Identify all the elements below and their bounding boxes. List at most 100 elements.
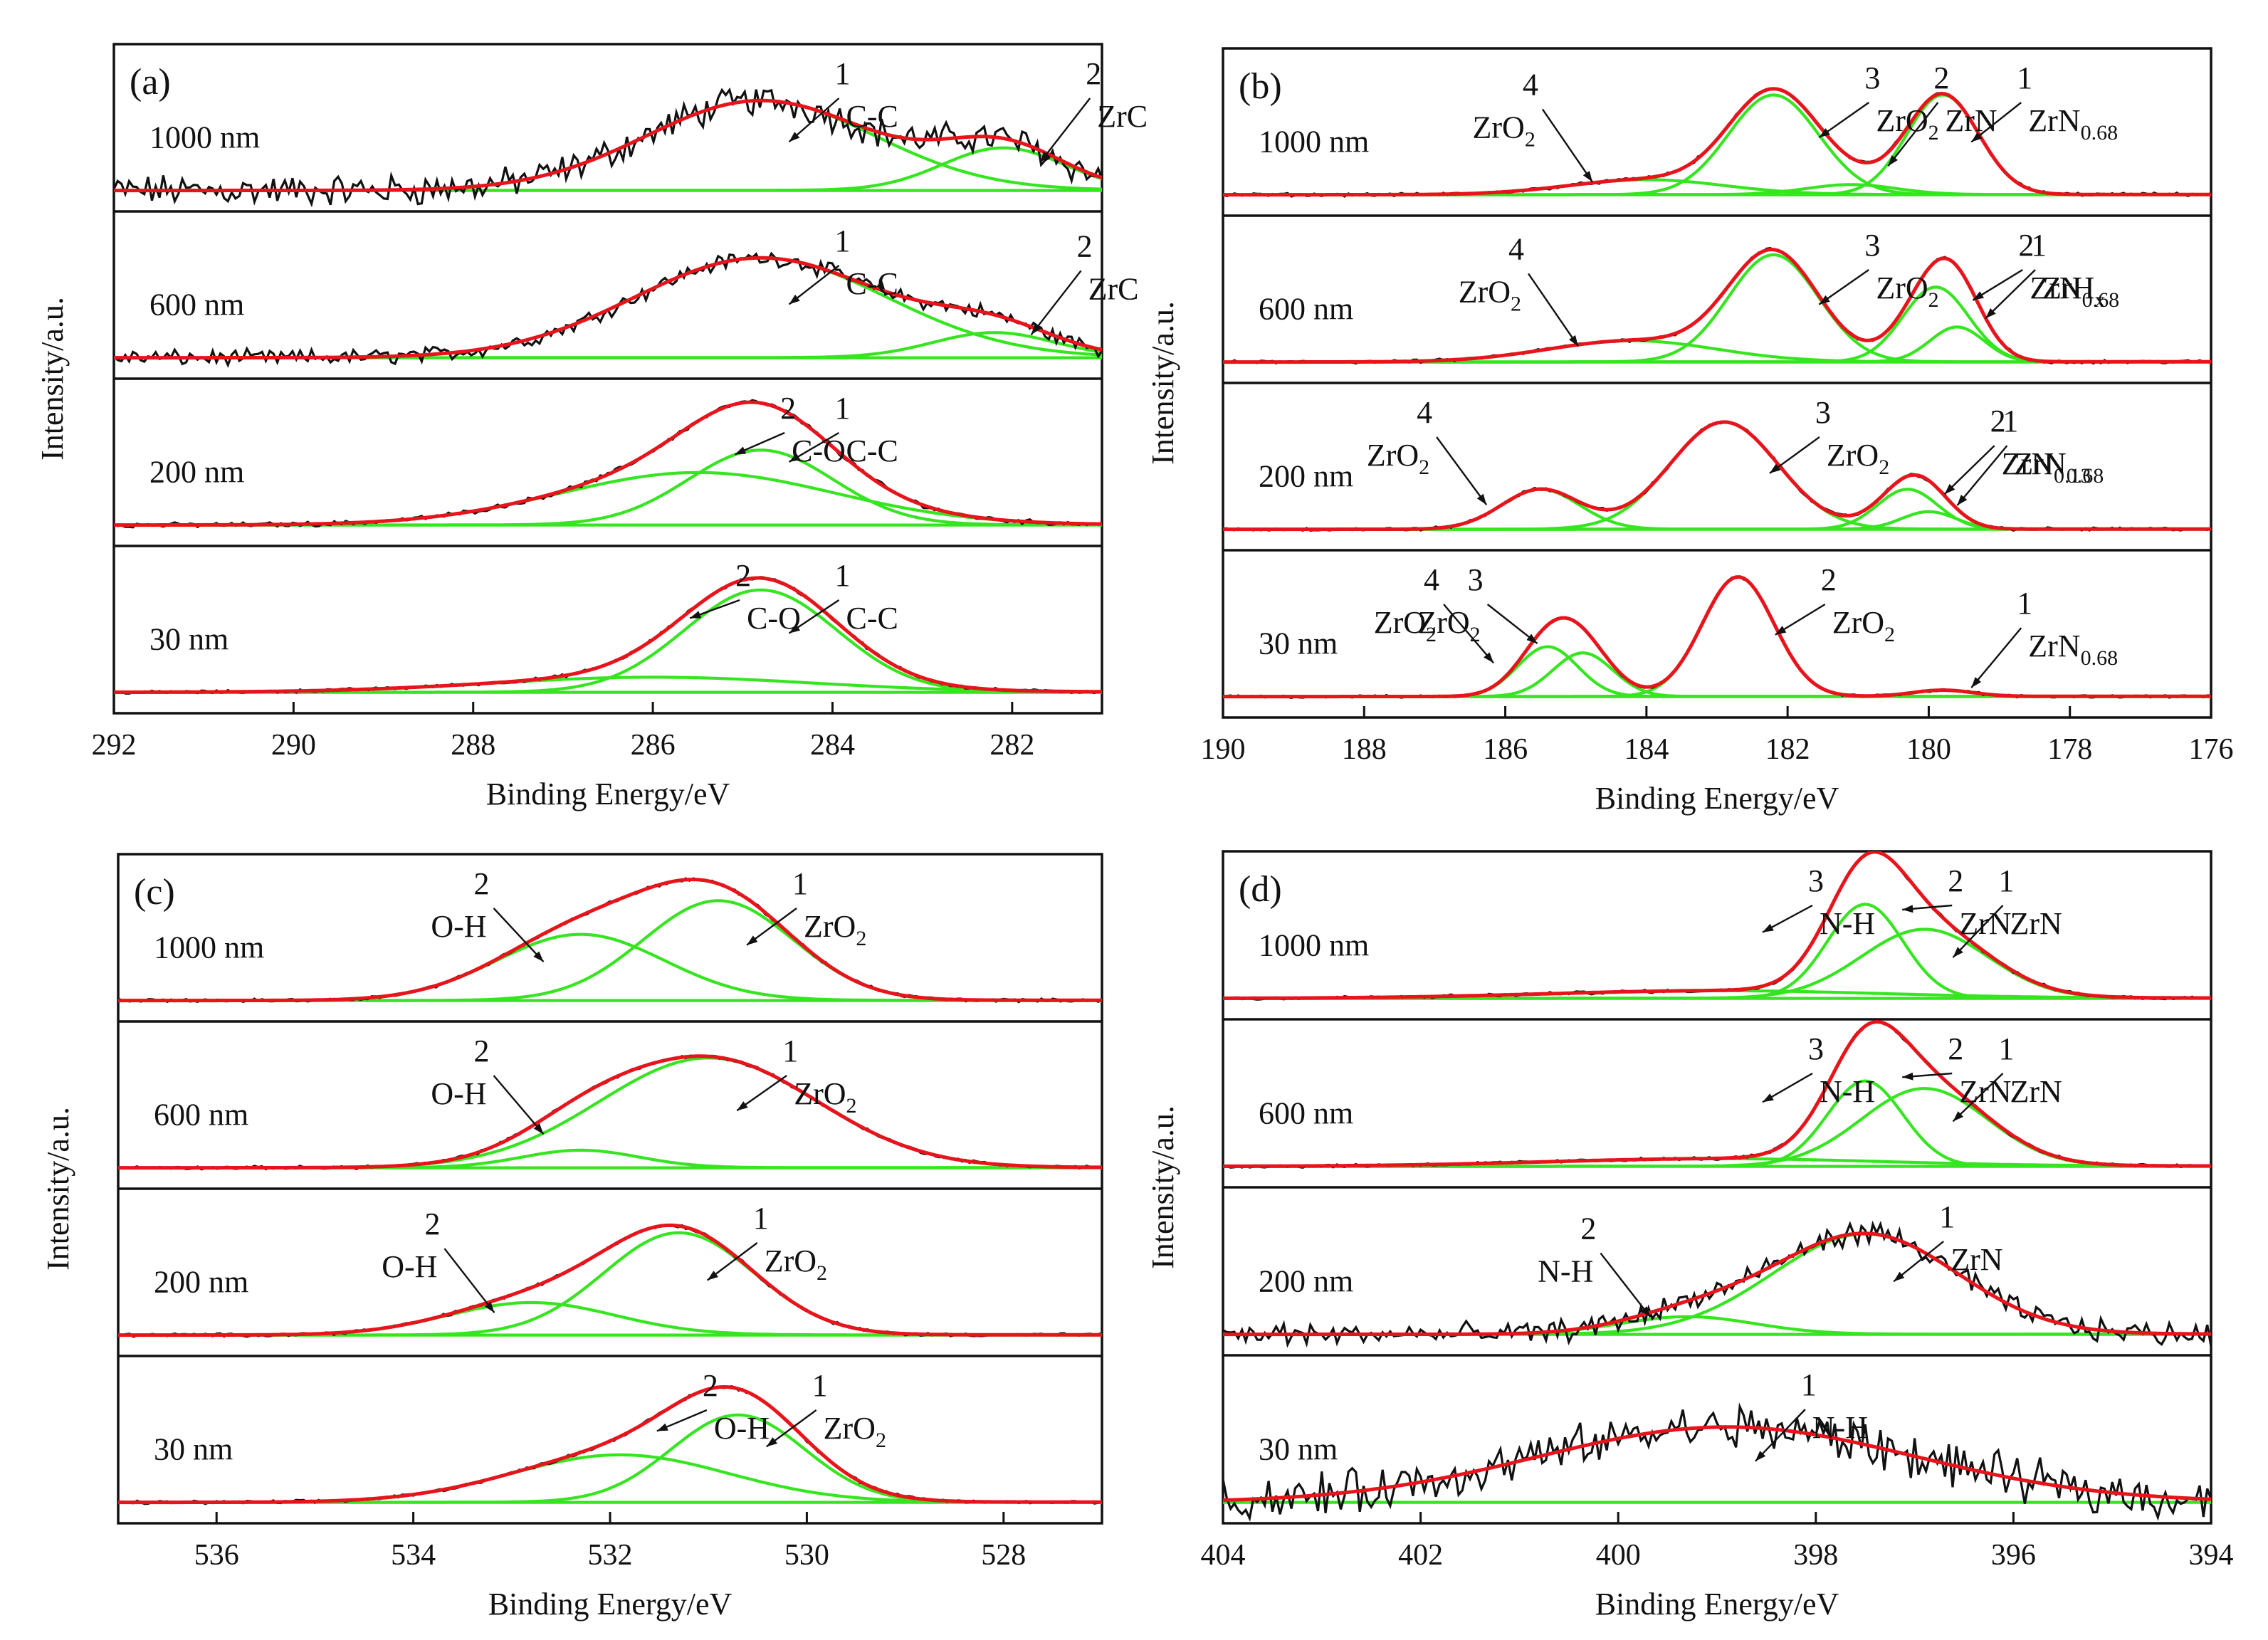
subplot-200nm: 200 nm 1 ZrO2 2 O-H bbox=[118, 1187, 1102, 1338]
peak-annotation-1: 1 C-C bbox=[788, 224, 898, 305]
peak-name: C-O bbox=[792, 433, 846, 468]
raw-spectrum bbox=[1223, 1402, 2211, 1523]
peak-index: 4 bbox=[1523, 67, 1538, 102]
peak-annotation-2: 2 ZrC bbox=[1030, 228, 1139, 336]
subplot-1000nm: 1000 nm 1 ZrN 2 ZrN 3 N-H bbox=[1223, 851, 2211, 1001]
component-peak-4 bbox=[1223, 488, 2211, 531]
fitted-envelope bbox=[1223, 1425, 2211, 1503]
peak-index: 2 bbox=[1948, 863, 1963, 898]
peak-name: ZrN bbox=[1951, 1242, 2002, 1277]
peak-annotation-2: 2 ZrO2 bbox=[1775, 562, 1895, 646]
panel-label: (d) bbox=[1239, 869, 1282, 910]
subplot-200nm: 200 nm 1 C-C 2 C-O bbox=[114, 377, 1102, 529]
x-tick-label: 532 bbox=[588, 1539, 633, 1572]
thickness-label: 1000 nm bbox=[149, 120, 260, 155]
peak-index: 3 bbox=[1808, 863, 1824, 898]
peak-name: ZrO2 bbox=[804, 909, 866, 950]
component-peak-1 bbox=[1223, 510, 2211, 531]
x-tick-label: 190 bbox=[1201, 733, 1246, 766]
peak-name: N-H bbox=[1820, 1074, 1875, 1109]
peak-index: 4 bbox=[1424, 562, 1439, 597]
x-tick-label: 182 bbox=[1765, 733, 1810, 766]
peak-name: N-H bbox=[1820, 906, 1875, 941]
peak-annotation-2: 2 ZrN bbox=[1902, 1031, 2012, 1109]
peak-index: 1 bbox=[835, 224, 851, 258]
fitted-envelope bbox=[114, 400, 1102, 527]
peak-index: 2 bbox=[424, 1207, 440, 1241]
component-peak-1 bbox=[1223, 325, 2211, 364]
peak-index: 1 bbox=[2017, 61, 2032, 95]
subplot-200nm: 200 nm 1 ZrN 2 N-H bbox=[1223, 1186, 2211, 1348]
peak-name: ZrN bbox=[1959, 906, 2011, 941]
peak-name: ZrO2 bbox=[1374, 605, 1437, 646]
x-axis-label: Binding Energy/eV bbox=[1595, 1587, 1839, 1621]
fitted-envelope bbox=[118, 1384, 1102, 1505]
panel-label: (b) bbox=[1239, 66, 1282, 107]
component-peak-2 bbox=[1223, 1079, 2211, 1168]
peak-index: 2 bbox=[1933, 61, 1949, 95]
peak-annotation-2: 2 ZrN bbox=[1902, 863, 2012, 941]
subplot-200nm: 200 nm 1 ZrN0.682 ZrN0.13 3 ZrO2 4 ZrO2 bbox=[1223, 382, 2211, 532]
peak-name: O-H bbox=[431, 909, 486, 944]
component-peak-1 bbox=[118, 1413, 1102, 1504]
peak-index: 3 bbox=[1808, 1031, 1824, 1066]
x-tick-label: 400 bbox=[1596, 1539, 1641, 1572]
peak-name: ZrO2 bbox=[1473, 110, 1535, 151]
x-tick-label: 396 bbox=[1991, 1539, 2036, 1572]
peak-annotation-3: 3 ZrO2 bbox=[1818, 61, 1939, 144]
peak-annotation-2: 2 ZrN0.13 bbox=[1943, 404, 2091, 495]
component-peak-1 bbox=[114, 99, 1102, 192]
peak-index: 2 bbox=[1948, 1031, 1963, 1066]
peak-annotation-3: 3 N-H bbox=[1762, 1031, 1875, 1109]
peak-name: O-H bbox=[382, 1249, 437, 1284]
peak-name: C-C bbox=[846, 433, 898, 468]
fitted-envelope bbox=[114, 98, 1102, 193]
component-peak-4 bbox=[1223, 339, 2211, 364]
peak-name: O-H bbox=[431, 1076, 486, 1111]
raw-spectrum bbox=[1223, 1020, 2211, 1169]
peak-index: 1 bbox=[812, 1368, 828, 1403]
peak-name: ZrN0.68 bbox=[2028, 629, 2118, 670]
peak-name: ZrO2 bbox=[824, 1411, 886, 1452]
peak-annotation-1: 1 ZrO2 bbox=[736, 1034, 857, 1118]
subplot-1000nm: 1000 nm 1 ZrN0.68 2 ZrN 3 ZrO2 4 ZrO2 bbox=[1223, 61, 2211, 198]
x-axis-label: Binding Energy/eV bbox=[488, 1587, 733, 1621]
peak-annotation-2: 2 O-H bbox=[431, 1034, 545, 1135]
thickness-label: 200 nm bbox=[149, 455, 244, 490]
peak-name: ZrC bbox=[1088, 271, 1139, 306]
raw-spectrum bbox=[114, 87, 1102, 208]
thickness-label: 30 nm bbox=[1259, 1431, 1338, 1466]
peak-annotation-2: 2 O-H bbox=[431, 866, 545, 963]
subplot-600nm: 600 nm 1 ZrO2 2 O-H bbox=[118, 1020, 1102, 1171]
component-peak-1 bbox=[1223, 1087, 2211, 1168]
component-peak-2 bbox=[118, 932, 1102, 1002]
peak-annotation-4: 4 ZrO2 bbox=[1459, 231, 1580, 347]
peak-name: ZrN0.68 bbox=[2014, 446, 2104, 488]
peak-name: ZrO2 bbox=[1459, 274, 1521, 315]
x-tick-label: 534 bbox=[391, 1539, 436, 1572]
subplot-1000nm: 1000 nm 1 C-C 2 ZrC bbox=[114, 56, 1148, 208]
subplot-600nm: 600 nm 1 C-C 2 ZrC bbox=[114, 210, 1139, 369]
peak-annotation-2: 2 ZrN bbox=[1887, 61, 1997, 167]
component-peak-1 bbox=[1223, 927, 2211, 1000]
peak-index: 3 bbox=[1815, 395, 1831, 430]
component-peak-2 bbox=[1223, 488, 2211, 531]
peak-name: N-H bbox=[1812, 1410, 1868, 1445]
peak-annotation-1: 1 ZrN0.68 bbox=[1970, 586, 2118, 688]
peak-annotation-1: 1 ZrO2 bbox=[765, 1368, 886, 1452]
peak-name: C-C bbox=[846, 99, 898, 134]
peak-index: 1 bbox=[2031, 228, 2047, 263]
x-tick-label: 176 bbox=[2189, 733, 2234, 766]
peak-name: ZrO2 bbox=[1417, 605, 1480, 646]
x-tick-label: 398 bbox=[1793, 1539, 1838, 1572]
x-tick-label: 288 bbox=[451, 729, 495, 762]
peak-index: 1 bbox=[835, 391, 851, 426]
peak-name: ZrN0.68 bbox=[2028, 103, 2118, 144]
raw-spectrum bbox=[118, 877, 1102, 1004]
peak-name: N-H bbox=[1538, 1253, 1593, 1288]
thickness-label: 600 nm bbox=[154, 1098, 248, 1132]
peak-index: 1 bbox=[1998, 863, 2014, 898]
